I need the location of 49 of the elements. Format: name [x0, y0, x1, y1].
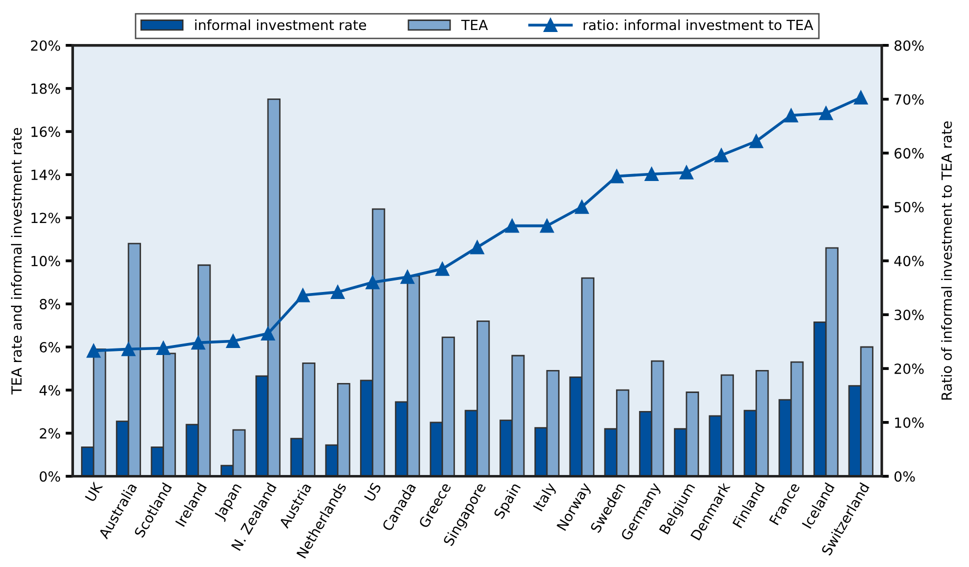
legend-label: TEA — [461, 20, 488, 30]
point — [122, 342, 136, 356]
point — [610, 169, 624, 184]
y-tick-label: 14% — [32, 170, 60, 180]
point — [191, 336, 206, 350]
point — [400, 270, 414, 284]
point — [784, 108, 798, 122]
legend-label: ratio: informal investment to TEA — [584, 19, 814, 30]
point — [226, 334, 240, 348]
y-tick-label: 4% — [40, 385, 60, 396]
point — [540, 218, 554, 233]
y-tick-label: 12% — [32, 212, 60, 224]
point — [819, 106, 833, 120]
point — [574, 200, 589, 214]
y-tick-label: 10% — [32, 256, 60, 266]
y2-tick-label: 40% — [894, 256, 924, 266]
y-tick-label: 16% — [32, 126, 60, 138]
point — [749, 134, 764, 148]
point — [714, 148, 728, 162]
point — [854, 90, 868, 105]
y2-tick-label: 50% — [894, 202, 924, 212]
y-tick-label: 8% — [40, 298, 60, 310]
y-tick-label: 6% — [40, 342, 60, 352]
y2-tick-label: 0% — [894, 471, 915, 482]
y2-tick-label: 80% — [894, 40, 924, 51]
point — [261, 326, 275, 340]
y2-tick-label: 10% — [895, 417, 924, 428]
y2-tick-label: 30% — [894, 310, 924, 320]
y-tick-label: 18% — [32, 83, 60, 94]
point — [156, 341, 170, 356]
x-tick-label: US — [364, 482, 382, 502]
point — [644, 167, 659, 182]
point — [366, 275, 380, 290]
point — [330, 285, 345, 300]
point — [505, 218, 520, 233]
y-axis-title: TEA rate and informal investment rate — [11, 128, 22, 394]
y-tick-label: 0% — [40, 471, 60, 482]
y2-tick-label: 60% — [894, 148, 924, 159]
point — [86, 344, 101, 358]
point — [470, 240, 484, 254]
point — [680, 166, 694, 180]
point — [435, 262, 450, 276]
y-tick-label: 2% — [40, 428, 60, 439]
y-tick-label: 20% — [31, 40, 60, 51]
point — [296, 288, 310, 302]
legend-label: informal investment rate — [195, 19, 366, 30]
y2-tick-label: 70% — [894, 94, 924, 105]
y2-tick-label: 20% — [894, 364, 924, 374]
y2-axis-title: Ratio of informal investment to TEA rate — [941, 121, 952, 400]
